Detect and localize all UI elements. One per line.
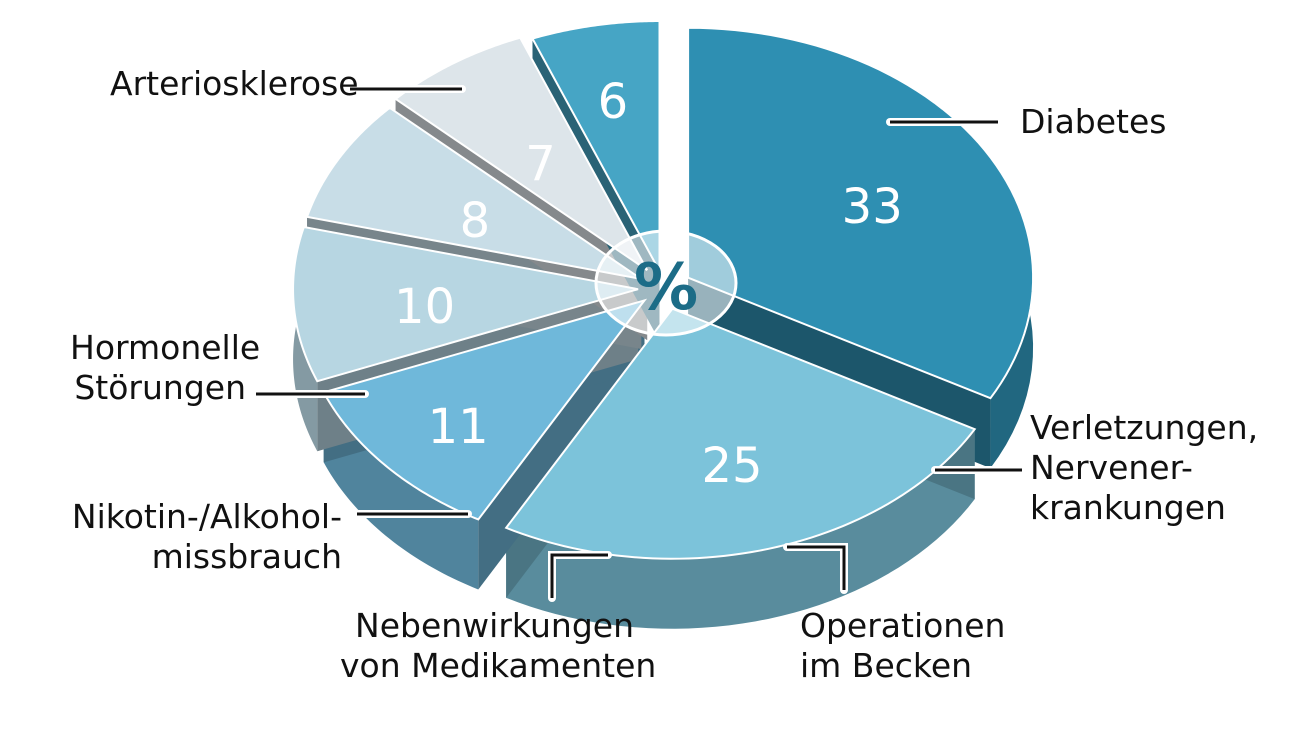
slice-category-label: Diabetes — [1020, 102, 1167, 142]
pie-slice — [322, 298, 648, 521]
slice-category-label-line: Verletzungen, — [1030, 408, 1259, 447]
slice-category-label-line: im Becken — [800, 646, 973, 685]
slice-category-label-line: Nebenwirkungen — [355, 606, 634, 645]
pie-slice-side — [506, 429, 975, 629]
percent-symbol: % — [633, 251, 699, 325]
center-ellipse — [594, 229, 738, 337]
slice-value-label: 10 — [394, 278, 456, 335]
slice-category-label-line: Nervener- — [1030, 448, 1193, 487]
slice-category-label: Nikotin-/Alkohol-missbrauch — [70, 497, 342, 577]
pie-slice — [305, 106, 642, 280]
slice-category-label-line: missbrauch — [151, 537, 342, 576]
slice-value-label: 11 — [427, 399, 489, 456]
slice-category-label: Hormonelle Störungen — [70, 328, 261, 408]
slice-category-label: Nebenwirkungen von Medikamenten — [340, 606, 657, 686]
slice-category-label-line: Nikotin-/Alkohol- — [71, 497, 342, 536]
slice-value-label: 7 — [525, 136, 556, 193]
slice-category-label-line: von Medikamenten — [340, 646, 657, 685]
pie-slice — [504, 307, 977, 560]
slice-value-label: 25 — [701, 437, 763, 494]
pie-slice — [292, 225, 639, 383]
slice-category-label-line: Operationen — [800, 606, 1006, 645]
slice-value-label: 33 — [841, 178, 903, 235]
slice-category-label-line: Störungen — [74, 368, 246, 407]
slice-category-label: Arteriosklerose — [110, 64, 359, 104]
pie-slice — [531, 20, 661, 272]
slice-category-label-line: krankungen — [1030, 488, 1226, 527]
leader-line — [550, 553, 608, 598]
slice-category-label-line: Diabetes — [1020, 102, 1167, 141]
slice-value-label: 8 — [459, 192, 491, 249]
pie-top-group — [292, 20, 1035, 560]
pie-slice-side — [323, 392, 479, 590]
slice-category-label-line: Hormonelle — [70, 328, 261, 367]
slice-category-label: Operationen im Becken — [800, 606, 1005, 686]
leader-line — [787, 545, 846, 590]
slice-value-label: 6 — [597, 74, 629, 131]
slice-category-label: Verletzungen, Nervener-krankungen — [1030, 408, 1258, 528]
slice-category-label-line: Arteriosklerose — [110, 64, 359, 103]
